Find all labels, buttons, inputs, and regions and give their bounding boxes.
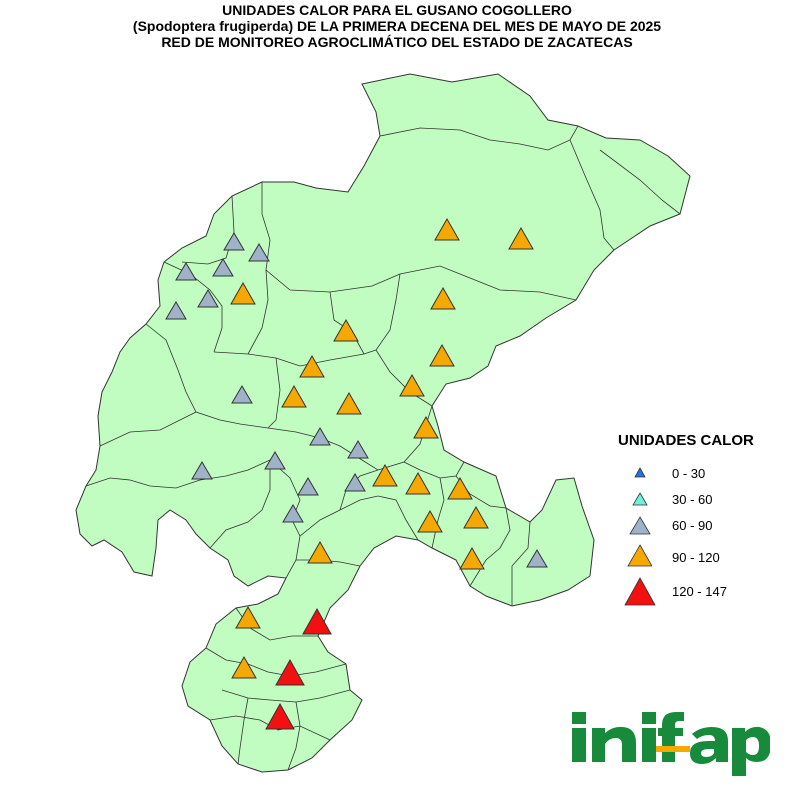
triangle-icon bbox=[627, 544, 652, 567]
legend-item: 0 - 30 bbox=[612, 464, 792, 494]
station-triangle[interactable] bbox=[212, 258, 234, 277]
station-triangle[interactable] bbox=[165, 301, 187, 320]
triangle-icon bbox=[624, 577, 656, 606]
station-triangle[interactable] bbox=[230, 281, 256, 305]
stations-60-90 bbox=[165, 232, 548, 568]
station-triangle[interactable] bbox=[344, 473, 366, 492]
station-triangle[interactable] bbox=[405, 471, 431, 495]
stations-90-120 bbox=[230, 217, 534, 679]
station-triangle[interactable] bbox=[297, 477, 319, 496]
station-triangle[interactable] bbox=[197, 289, 219, 308]
station-triangle[interactable] bbox=[526, 549, 548, 568]
station-triangle[interactable] bbox=[235, 605, 261, 629]
station-triangle[interactable] bbox=[336, 391, 362, 415]
station-triangle[interactable] bbox=[429, 343, 455, 367]
station-triangle[interactable] bbox=[307, 540, 333, 564]
legend-item: 60 - 90 bbox=[612, 516, 792, 546]
station-triangle[interactable] bbox=[282, 504, 304, 523]
station-triangle[interactable] bbox=[459, 546, 485, 570]
legend-item: 120 - 147 bbox=[612, 576, 792, 606]
title-line-2: (Spodoptera frugiperda) DE LA PRIMERA DE… bbox=[132, 18, 662, 34]
station-triangle[interactable] bbox=[265, 702, 295, 730]
station-triangle[interactable] bbox=[231, 385, 253, 404]
station-triangle[interactable] bbox=[434, 217, 460, 241]
station-triangle[interactable] bbox=[463, 505, 489, 529]
legend-item: 30 - 60 bbox=[612, 490, 792, 520]
station-triangle[interactable] bbox=[413, 415, 439, 439]
station-triangle[interactable] bbox=[372, 463, 398, 487]
legend-label: 60 - 90 bbox=[672, 518, 713, 533]
station-triangle[interactable] bbox=[333, 318, 359, 342]
station-triangle[interactable] bbox=[275, 658, 305, 686]
legend-title: UNIDADES CALOR bbox=[618, 432, 754, 449]
triangle-icon bbox=[629, 516, 651, 535]
station-triangle[interactable] bbox=[231, 655, 257, 679]
station-triangle[interactable] bbox=[447, 476, 473, 500]
station-triangle[interactable] bbox=[399, 373, 425, 397]
legend-label: 0 - 30 bbox=[672, 466, 706, 481]
legend-label: 30 - 60 bbox=[672, 492, 713, 507]
station-triangle[interactable] bbox=[299, 354, 325, 378]
legend: UNIDADES CALOR 0 - 30 30 - 60 60 - 90 90… bbox=[612, 432, 792, 606]
station-triangle[interactable] bbox=[191, 461, 213, 480]
inifap-logo bbox=[572, 712, 770, 776]
station-triangle[interactable] bbox=[309, 427, 331, 446]
station-triangle[interactable] bbox=[417, 509, 443, 533]
triangle-icon bbox=[632, 492, 648, 506]
legend-item: 90 - 120 bbox=[612, 544, 792, 574]
legend-label: 120 - 147 bbox=[672, 584, 727, 599]
legend-label: 90 - 120 bbox=[672, 550, 720, 565]
station-triangle[interactable] bbox=[281, 384, 307, 408]
station-triangle[interactable] bbox=[223, 232, 245, 251]
triangle-icon bbox=[634, 467, 646, 478]
station-triangle[interactable] bbox=[175, 262, 197, 281]
state-outline bbox=[75, 73, 691, 773]
station-triangle[interactable] bbox=[430, 286, 456, 310]
station-triangle[interactable] bbox=[508, 226, 534, 250]
title-line-1: UNIDADES CALOR PARA EL GUSANO COGOLLERO bbox=[222, 2, 572, 18]
stations-120-147 bbox=[265, 607, 332, 730]
station-triangle[interactable] bbox=[248, 243, 270, 262]
station-triangle[interactable] bbox=[302, 607, 332, 635]
station-triangle[interactable] bbox=[347, 440, 369, 459]
station-triangle[interactable] bbox=[264, 451, 286, 470]
map-title: UNIDADES CALOR PARA EL GUSANO COGOLLERO … bbox=[0, 2, 794, 50]
title-line-3: RED DE MONITOREO AGROCLIMÁTICO DEL ESTAD… bbox=[161, 34, 633, 50]
